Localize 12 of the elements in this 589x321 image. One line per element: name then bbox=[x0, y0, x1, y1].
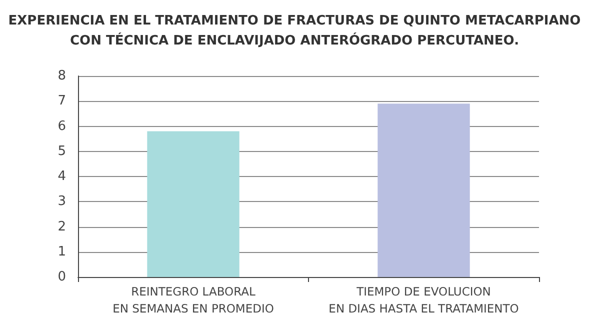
chart-title: EXPERIENCIA EN EL TRATAMIENTO DE FRACTURAS DE QUINTO METACARPIANO CON TÉCNICA DE ENCLAVIJADO ANTERÓGRADO PERCUTANEO. bbox=[8, 14, 581, 48]
y-tick-label: 8 bbox=[58, 68, 66, 84]
y-tick-label: 6 bbox=[58, 118, 66, 134]
y-tick-label: 7 bbox=[58, 94, 66, 109]
x-tick-label: TIEMPO DE EVOLUCION EN DIAS HASTA EL TRATAMIENTO bbox=[328, 284, 519, 316]
y-tick-label: 5 bbox=[58, 144, 66, 159]
y-tick-label: 4 bbox=[58, 169, 66, 184]
y-tick-label: 0 bbox=[58, 270, 66, 284]
y-tick-label: 1 bbox=[58, 244, 66, 260]
x-tick-label: REINTEGRO LABORAL EN SEMANAS EN PROMEDIO bbox=[112, 284, 274, 316]
y-tick-label: 2 bbox=[58, 219, 66, 234]
y-tick-label: 3 bbox=[58, 194, 66, 210]
